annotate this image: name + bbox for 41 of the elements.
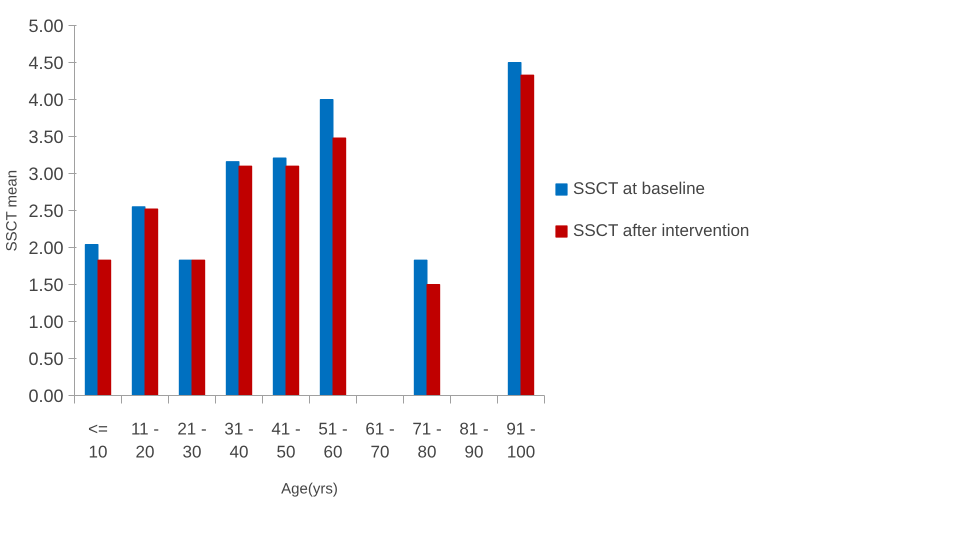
y-tick-label: 2.50 bbox=[28, 201, 64, 221]
x-tick-label: 81 - 90 bbox=[459, 420, 489, 462]
x-tick-label: 31 - 40 bbox=[224, 420, 254, 462]
bar bbox=[132, 206, 146, 396]
bar bbox=[426, 284, 440, 396]
bar bbox=[144, 208, 158, 396]
bar bbox=[238, 166, 252, 396]
x-axis-title: Age(yrs) bbox=[281, 480, 338, 498]
y-tick-label: 3.00 bbox=[28, 164, 64, 184]
y-tick-label: 0.00 bbox=[28, 386, 64, 406]
x-tick-label: 11 - 20 bbox=[130, 420, 160, 462]
y-tick-label: 1.00 bbox=[28, 312, 64, 332]
bar bbox=[332, 137, 346, 396]
x-tick-label: 41 - 50 bbox=[271, 420, 301, 462]
y-tick-label: 4.00 bbox=[28, 90, 64, 110]
y-tick-label: 2.00 bbox=[28, 238, 64, 258]
bar bbox=[414, 260, 428, 396]
x-tick-label: 51 - 60 bbox=[318, 420, 348, 462]
y-tick-label: 4.50 bbox=[28, 53, 64, 73]
legend-label: SSCT at baseline bbox=[573, 179, 705, 199]
bar bbox=[192, 260, 206, 396]
x-tick-label: 71 - 80 bbox=[412, 420, 442, 462]
bar bbox=[178, 260, 192, 396]
x-tick-label: 61 - 70 bbox=[365, 420, 395, 462]
bar bbox=[272, 157, 286, 396]
y-tick-label: 1.50 bbox=[28, 275, 64, 295]
y-tick-label: 5.00 bbox=[28, 16, 64, 36]
bar bbox=[520, 74, 534, 396]
y-tick-label: 0.50 bbox=[28, 349, 64, 369]
y-axis-title: SSCT mean bbox=[3, 170, 20, 252]
bar bbox=[84, 244, 98, 396]
bar bbox=[508, 62, 522, 396]
legend-label: SSCT after intervention bbox=[573, 221, 750, 241]
bar bbox=[286, 166, 300, 396]
y-tick-label: 3.50 bbox=[28, 127, 64, 147]
x-tick-label: 91 - 100 bbox=[506, 420, 536, 462]
bar bbox=[98, 260, 112, 396]
x-tick-label: <= 10 bbox=[88, 420, 108, 462]
bar bbox=[320, 99, 334, 396]
bar bbox=[226, 161, 240, 396]
x-tick-label: 21 - 30 bbox=[177, 420, 207, 462]
